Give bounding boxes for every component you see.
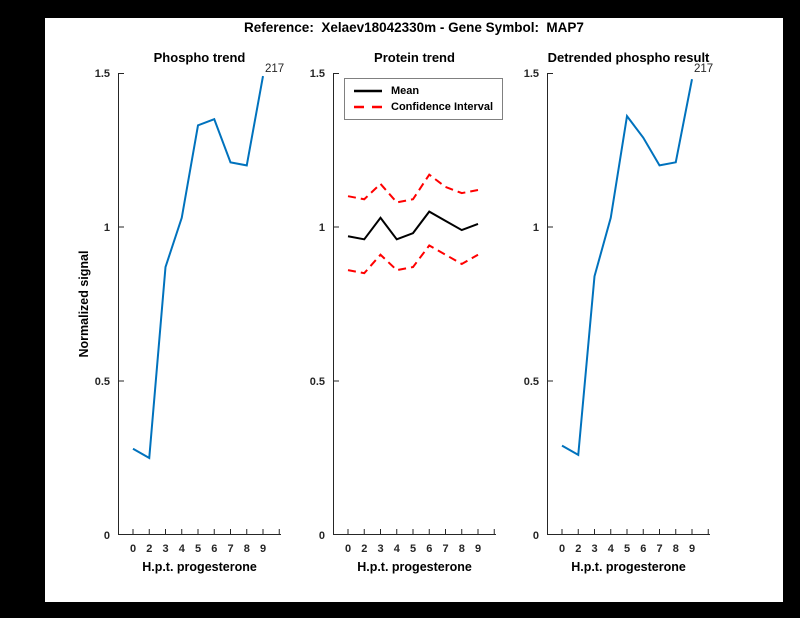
confidence-interval-line-swatch <box>354 105 382 109</box>
x-tick-label: 2 <box>146 543 152 555</box>
x-tick-label: 7 <box>442 543 448 555</box>
legend-label-mean: Mean <box>391 85 420 97</box>
legend-item-confidence-interval: Confidence Interval <box>353 99 493 115</box>
x-tick-label: 4 <box>608 543 615 555</box>
x-tick-label: 7 <box>656 543 662 555</box>
y-tick-label: 0.5 <box>524 376 539 388</box>
y-tick-label: 1.5 <box>524 68 539 80</box>
x-tick-label: 3 <box>591 543 597 555</box>
detrended-x-axis-label: H.p.t. progesterone <box>571 560 686 574</box>
x-tick-label: 0 <box>559 543 565 555</box>
x-tick-label: 2 <box>361 543 367 555</box>
x-tick-label: 3 <box>162 543 168 555</box>
phospho-trend-axes: 00.511.50 2 3 4 5 6 7 8 9 <box>95 68 281 555</box>
y-tick-label: 0.5 <box>310 376 325 388</box>
x-tick-label: 4 <box>179 543 186 555</box>
mean-line-swatch <box>354 89 382 93</box>
y-tick-label: 0 <box>319 530 325 542</box>
phospho-trend-title: Phospho trend <box>153 50 246 65</box>
y-tick-label: 1 <box>319 222 325 234</box>
x-tick-label: 9 <box>689 543 695 555</box>
y-axis-label: Normalized signal <box>77 250 91 358</box>
legend: Mean Confidence Interval <box>344 78 504 120</box>
y-tick-label: 1.5 <box>310 68 325 80</box>
x-tick-label: 9 <box>475 543 481 555</box>
y-tick-label: 1 <box>533 222 539 234</box>
series-detrended-phospho-signal <box>561 78 693 457</box>
x-tick-label: 8 <box>244 543 250 555</box>
x-tick-label: 5 <box>410 543 416 555</box>
legend-item-mean: Mean <box>353 83 493 99</box>
series-confidence-interval-upper <box>347 173 479 204</box>
x-tick-label: 8 <box>459 543 465 555</box>
x-tick-label: 6 <box>640 543 646 555</box>
x-tick-label: 4 <box>394 543 401 555</box>
detrended-phospho-axes: 00.511.50 2 3 4 5 6 7 8 9 <box>524 68 710 555</box>
protein-trend-title: Protein trend <box>374 50 455 65</box>
figure-title: Reference: Xelaev18042330m - Gene Symbol… <box>244 20 584 35</box>
x-tick-label: 3 <box>377 543 383 555</box>
x-tick-label: 2 <box>575 543 581 555</box>
x-tick-label: 5 <box>195 543 201 555</box>
x-tick-label: 7 <box>227 543 233 555</box>
figure-canvas: Reference: Xelaev18042330m - Gene Symbol… <box>45 18 783 602</box>
y-tick-label: 0 <box>104 530 110 542</box>
series-confidence-interval-lower <box>347 244 479 275</box>
detrended-phospho-subplot: Detrended phospho result 0 0.5 1 1.5 0 2 3 4 5 6 7… <box>524 50 713 574</box>
protein-x-axis-label: H.p.t. progesterone <box>357 560 472 574</box>
x-tick-label: 6 <box>211 543 217 555</box>
series-mean <box>347 210 479 241</box>
x-tick-label: 8 <box>673 543 679 555</box>
series-phospho-signal <box>132 75 264 460</box>
y-tick-label: 0 <box>533 530 539 542</box>
x-tick-label: 6 <box>426 543 432 555</box>
detrended-endpoint-label: 217 <box>694 63 714 75</box>
phospho-trend-subplot: Phospho trend 0 0.5 1 1.5 0 2 3 4 5 6 7 8 9 217 Norm… <box>77 50 284 574</box>
phospho-endpoint-label: 217 <box>265 63 285 75</box>
x-tick-label: 0 <box>130 543 136 555</box>
x-tick-label: 0 <box>345 543 351 555</box>
protein-trend-axes: 00.511.50 2 3 4 5 6 7 8 9 <box>310 68 496 555</box>
protein-trend-subplot: Protein trend 0 0.5 1 1.5 0 2 3 4 5 6 7 8 9 Mean Con… <box>310 50 504 574</box>
y-tick-label: 0.5 <box>95 376 110 388</box>
x-tick-label: 5 <box>624 543 630 555</box>
x-tick-label: 9 <box>260 543 266 555</box>
legend-label-confidence-interval: Confidence Interval <box>391 101 494 113</box>
phospho-x-axis-label: H.p.t. progesterone <box>142 560 257 574</box>
y-tick-label: 1.5 <box>95 68 110 80</box>
detrended-phospho-title: Detrended phospho result <box>547 50 710 65</box>
y-tick-label: 1 <box>104 222 110 234</box>
